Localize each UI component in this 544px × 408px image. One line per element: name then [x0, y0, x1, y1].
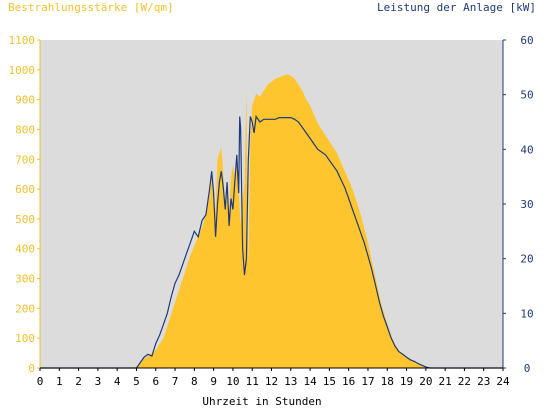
left-tick-label: 900 [15, 94, 35, 107]
x-tick-label: 1 [56, 375, 63, 388]
x-tick-label: 7 [172, 375, 179, 388]
x-tick-label: 14 [303, 375, 317, 388]
irradiance-area [40, 74, 503, 369]
x-tick-label: 13 [284, 375, 297, 388]
left-tick-label: 1100 [9, 34, 36, 47]
left-tick-label: 600 [15, 183, 35, 196]
power-line [40, 114, 503, 369]
left-axis-ticks: 0 100 200 300 400 500 600 700 800 900 1000 1100 [9, 34, 40, 375]
x-tick-label: 21 [439, 375, 452, 388]
irradiance-area-layer [40, 74, 503, 369]
x-tick-label: 3 [95, 375, 102, 388]
x-tick-label: 2 [75, 375, 82, 388]
left-tick-label: 1000 [9, 64, 36, 77]
right-tick-label: 0 [524, 362, 531, 375]
left-axis-title: Bestrahlungsstärke [W/qm] [8, 1, 174, 14]
x-tick-label: 16 [342, 375, 355, 388]
left-tick-label: 300 [15, 273, 35, 286]
power-line-layer [40, 114, 503, 369]
x-tick-label: 8 [191, 375, 198, 388]
right-tick-label: 50 [520, 89, 533, 102]
x-tick-label: 10 [226, 375, 239, 388]
x-tick-label: 11 [246, 375, 259, 388]
right-tick-label: 10 [520, 307, 533, 320]
right-tick-label: 40 [520, 143, 533, 156]
x-tick-label: 23 [477, 375, 490, 388]
x-tick-label: 6 [152, 375, 159, 388]
x-tick-label: 19 [400, 375, 413, 388]
left-tick-label: 700 [15, 153, 35, 166]
x-tick-label: 12 [265, 375, 278, 388]
x-tick-label: 18 [381, 375, 394, 388]
x-tick-label: 15 [323, 375, 336, 388]
x-tick-label: 5 [133, 375, 140, 388]
x-tick-label: 0 [37, 375, 44, 388]
x-tick-label: 9 [210, 375, 217, 388]
left-tick-label: 200 [15, 302, 35, 315]
left-tick-label: 0 [28, 362, 35, 375]
right-tick-label: 30 [520, 198, 533, 211]
x-tick-label: 17 [361, 375, 374, 388]
x-tick-label: 4 [114, 375, 121, 388]
x-axis-label: Uhrzeit in Stunden [202, 395, 321, 408]
right-tick-label: 60 [520, 34, 533, 47]
right-tick-label: 20 [520, 253, 533, 266]
right-axis-ticks: 0 10 20 30 40 50 60 [503, 34, 534, 375]
right-axis-title: Leistung der Anlage [kW] [377, 1, 536, 14]
left-tick-label: 800 [15, 123, 35, 136]
left-tick-label: 500 [15, 213, 35, 226]
x-tick-label: 24 [496, 375, 510, 388]
x-tick-label: 20 [419, 375, 432, 388]
x-tick-label: 22 [458, 375, 471, 388]
left-tick-label: 100 [15, 332, 35, 345]
left-tick-label: 400 [15, 243, 35, 256]
x-axis-ticks: 0 1 2 3 4 5 6 7 8 9 10 11 12 13 14 15 16 17 18 19 20 21 22 23 24 [37, 368, 510, 388]
